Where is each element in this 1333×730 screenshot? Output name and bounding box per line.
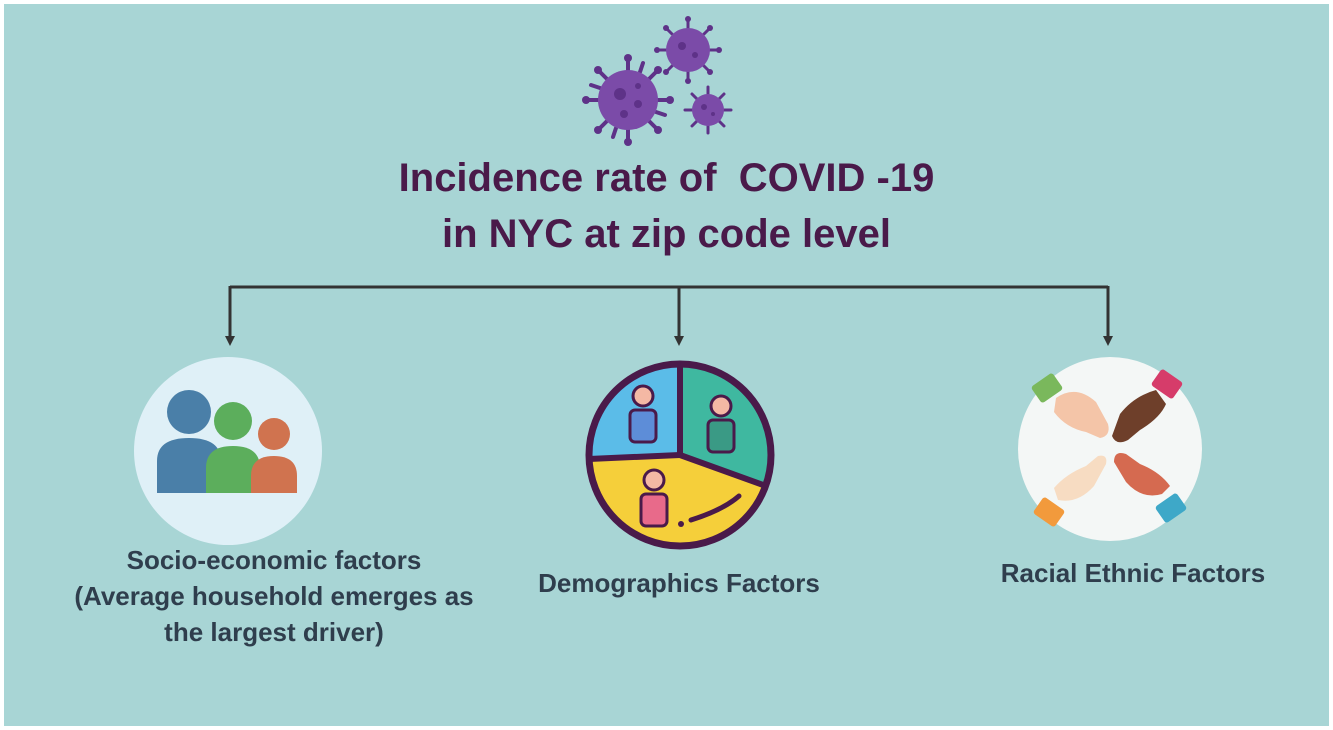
branch-label-racial-ethnic: Racial Ethnic Factors [938,555,1328,591]
racial-ethnic-line-1: Racial Ethnic Factors [1000,558,1266,588]
demographics-pie-icon [585,360,775,550]
branch-label-demographics: Demographics Factors [479,565,879,601]
socio-economic-line-1: Socio-economic factors [126,545,422,575]
diagram-title: Incidence rate of COVID -19 in NYC at zi… [0,150,1333,262]
family-icon [134,357,322,545]
virus-small [683,85,733,135]
socio-economic-line-3: the largest driver) [164,617,384,647]
socio-economic-line-2: (Average household emerges as [74,581,474,611]
demographics-line-1: Demographics Factors [538,568,820,598]
title-line-1: Incidence rate of COVID -19 [398,156,935,200]
virus-medium [654,16,722,84]
virus-large [582,54,674,146]
branch-label-socio-economic: Socio-economic factors (Average househol… [54,542,494,650]
diverse-hands-icon [1018,357,1202,541]
title-line-2: in NYC at zip code level [441,212,891,256]
virus-icon [582,16,733,146]
